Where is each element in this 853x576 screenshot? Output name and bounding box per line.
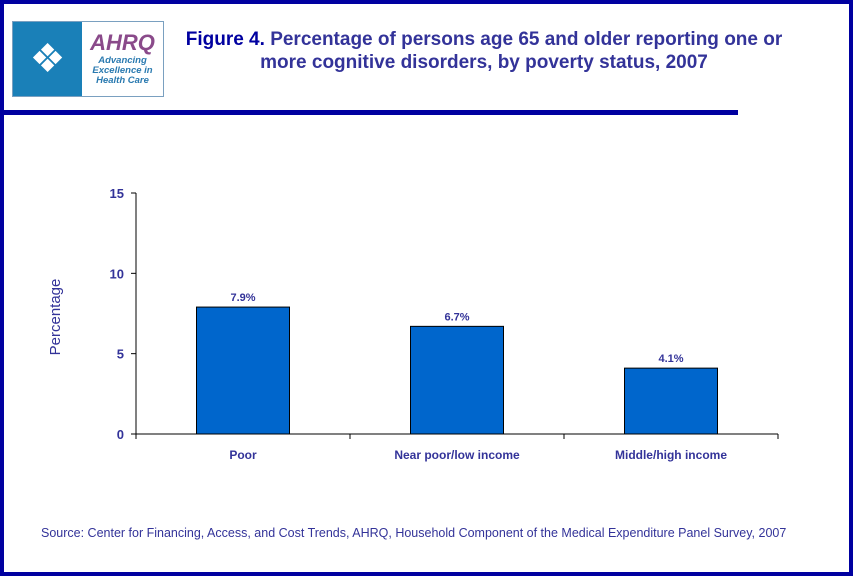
bar-1	[196, 306, 290, 435]
x-category-label: Near poor/low income	[394, 448, 520, 462]
x-category-label: Poor	[229, 448, 257, 462]
y-tick-label: 10	[110, 266, 124, 281]
y-tick-label: 5	[117, 347, 124, 362]
ahrq-wordmark: AHRQ	[90, 30, 155, 55]
ahrq-logo: ❖ AHRQ Advancing Excellence in Health Ca…	[12, 21, 164, 97]
source-note: Source: Center for Financing, Access, an…	[41, 526, 787, 540]
data-label: 4.1%	[658, 353, 683, 365]
data-label: 7.9%	[230, 292, 255, 304]
figure-number: Figure 4.	[185, 29, 265, 50]
header-divider	[4, 110, 738, 115]
y-axis-label: Percentage	[47, 279, 64, 356]
bar-chart: Percentage 0 5 10 15 7.9% Poor 6.7% Near poor/l…	[47, 186, 779, 462]
y-tick-label: 0	[117, 427, 124, 442]
bar-3	[624, 367, 718, 435]
chart-title: Figure 4. Percentage of persons age 65 a…	[174, 28, 794, 74]
hhs-eagle-icon: ❖	[13, 22, 82, 96]
data-label: 6.7%	[444, 311, 469, 323]
x-category-label: Middle/high income	[615, 448, 727, 462]
title-text: Percentage of persons age 65 and older r…	[260, 29, 783, 73]
y-tick-label: 15	[110, 186, 124, 201]
ahrq-tagline: Advancing Excellence in Health Care	[92, 55, 153, 86]
bar-2	[410, 325, 504, 435]
